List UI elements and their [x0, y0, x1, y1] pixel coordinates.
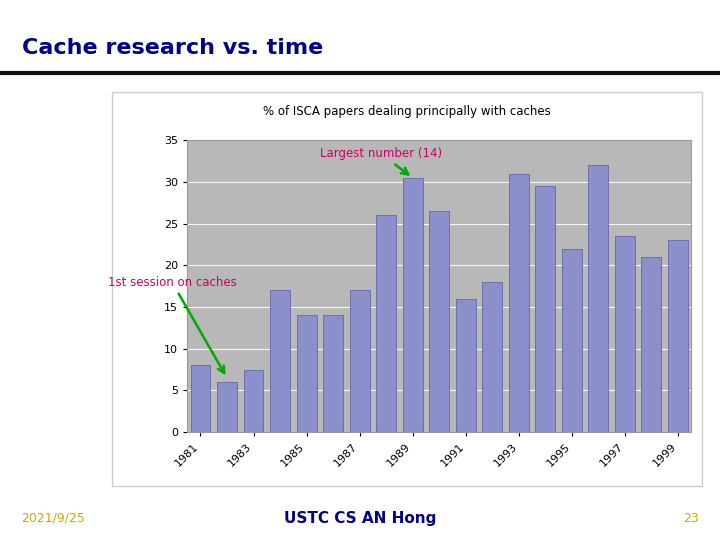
Bar	[588, 165, 608, 432]
Text: Cache research vs. time: Cache research vs. time	[22, 38, 323, 58]
Bar	[429, 211, 449, 432]
Bar	[615, 236, 635, 432]
Bar	[243, 369, 264, 432]
Bar	[562, 249, 582, 432]
Text: Largest number (14): Largest number (14)	[320, 147, 442, 174]
Bar	[668, 240, 688, 432]
Bar	[642, 257, 662, 432]
Bar	[509, 174, 528, 432]
Bar	[323, 315, 343, 432]
Bar	[217, 382, 237, 432]
Bar	[191, 366, 210, 432]
Text: % of ISCA papers dealing principally with caches: % of ISCA papers dealing principally wit…	[263, 105, 551, 118]
Text: 2021/9/25: 2021/9/25	[22, 512, 86, 525]
Bar	[456, 299, 476, 432]
Bar	[297, 315, 317, 432]
Bar	[350, 291, 369, 432]
Text: 23: 23	[683, 512, 698, 525]
Bar	[270, 291, 290, 432]
Bar	[536, 186, 555, 432]
Bar	[376, 215, 396, 432]
Text: USTC CS AN Hong: USTC CS AN Hong	[284, 511, 436, 526]
Bar	[482, 282, 502, 432]
Bar	[402, 178, 423, 432]
Text: 1st session on caches: 1st session on caches	[107, 275, 236, 373]
